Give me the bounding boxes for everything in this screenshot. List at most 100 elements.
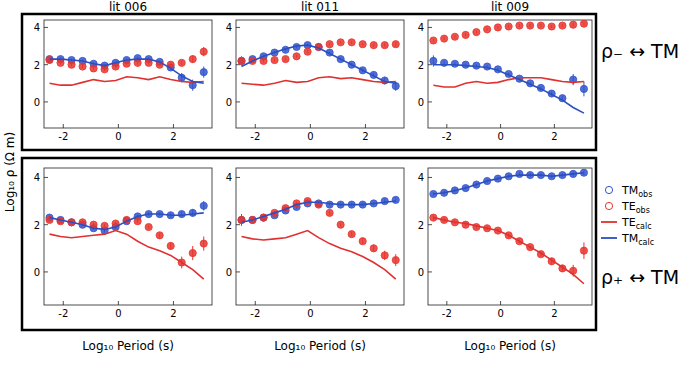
x-tick-label: 0 xyxy=(307,131,313,142)
obs-point xyxy=(570,21,577,28)
y-tick xyxy=(428,224,432,225)
obs-point xyxy=(359,41,366,48)
calc-line xyxy=(242,77,396,85)
data-group xyxy=(430,20,588,113)
obs-point xyxy=(304,48,311,55)
obs-point xyxy=(516,22,523,29)
obs-point xyxy=(370,245,377,252)
legend-label-sub: obs xyxy=(638,190,652,199)
x-tick-label: 0 xyxy=(115,131,121,142)
y-tick xyxy=(236,271,240,272)
plot-frame xyxy=(236,168,404,305)
y-tick-label: 0 xyxy=(418,97,424,108)
obs-point xyxy=(156,232,163,239)
y-tick xyxy=(44,177,48,178)
obs-point xyxy=(451,60,458,67)
obs-point xyxy=(451,33,458,40)
obs-point xyxy=(326,201,333,208)
y-tick-label: 4 xyxy=(226,172,232,183)
legend-swatch xyxy=(601,237,617,239)
x-tick-label: 0 xyxy=(497,308,503,319)
x-tick-label: 2 xyxy=(170,131,176,142)
legend-label-sub: calc xyxy=(636,222,652,231)
panel-title: lit 006 xyxy=(109,0,147,14)
obs-point xyxy=(348,231,355,238)
x-tick-label: 2 xyxy=(362,308,368,319)
obs-point xyxy=(178,59,185,66)
legend-swatch xyxy=(605,186,612,193)
data-group xyxy=(430,169,588,284)
obs-point xyxy=(134,59,141,66)
row-label: ρ₊ ↔ TM xyxy=(601,266,679,288)
x-tick-label: -2 xyxy=(58,308,68,319)
legend-label-main: TE xyxy=(621,200,636,213)
obs-point xyxy=(167,242,174,249)
x-tick-label: -2 xyxy=(58,131,68,142)
y-tick-label: 4 xyxy=(34,172,40,183)
obs-point xyxy=(430,37,437,44)
obs-point xyxy=(548,23,555,30)
x-tick xyxy=(173,301,174,305)
obs-point xyxy=(392,196,399,203)
panel: lit 011-202024 xyxy=(226,0,404,142)
y-tick-label: 4 xyxy=(226,22,232,33)
obs-point xyxy=(359,238,366,245)
y-tick xyxy=(44,27,48,28)
legend: TMobsTEobsTEcalcTMcalc xyxy=(601,184,654,247)
obs-point xyxy=(370,42,377,49)
x-tick-label: 2 xyxy=(170,308,176,319)
y-tick xyxy=(236,101,240,102)
obs-point xyxy=(101,66,108,73)
data-group xyxy=(46,47,207,91)
x-tick-label: -2 xyxy=(442,308,452,319)
legend-label: TMcalc xyxy=(621,232,654,247)
obs-point xyxy=(200,202,207,209)
calc-line xyxy=(50,77,204,85)
x-tick-label: 2 xyxy=(551,131,557,142)
obs-point xyxy=(462,31,469,38)
panel: Log₁₀ Period (s)-202024 xyxy=(418,168,592,353)
obs-point xyxy=(200,48,207,55)
y-tick xyxy=(44,224,48,225)
y-tick-label: 4 xyxy=(418,172,424,183)
obs-point xyxy=(68,61,75,68)
obs-point xyxy=(79,63,86,70)
y-tick-label: 2 xyxy=(226,220,232,231)
obs-point xyxy=(381,252,388,259)
obs-point xyxy=(260,57,267,64)
x-tick xyxy=(118,124,119,128)
x-axis-label: Log₁₀ Period (s) xyxy=(464,339,556,353)
obs-point xyxy=(537,22,544,29)
data-group xyxy=(238,39,399,91)
obs-point xyxy=(145,223,152,230)
x-tick xyxy=(63,124,64,128)
y-tick-label: 4 xyxy=(418,22,424,33)
obs-point xyxy=(189,209,196,216)
y-tick-label: 0 xyxy=(34,97,40,108)
y-tick xyxy=(236,177,240,178)
x-axis-label: Log₁₀ Period (s) xyxy=(274,339,366,353)
legend-swatch xyxy=(601,221,617,223)
data-group xyxy=(238,196,399,279)
legend-label-main: TE xyxy=(621,216,636,229)
obs-point xyxy=(559,22,566,29)
figure: Log₁₀ ρ (Ω m)ρ₋ ↔ TMρ₊ ↔ TMlit 006-20202… xyxy=(0,0,685,365)
figure-root: Log₁₀ ρ (Ω m)ρ₋ ↔ TMρ₊ ↔ TMlit 006-20202… xyxy=(0,0,685,365)
obs-point xyxy=(326,209,333,216)
x-tick xyxy=(310,301,311,305)
obs-point xyxy=(441,35,448,42)
obs-point xyxy=(178,210,185,217)
legend-label-sub: calc xyxy=(638,238,654,247)
y-tick-label: 2 xyxy=(34,220,40,231)
y-tick-label: 4 xyxy=(34,22,40,33)
obs-point xyxy=(505,23,512,30)
x-tick xyxy=(500,124,501,128)
x-tick xyxy=(310,124,311,128)
x-tick-label: 0 xyxy=(307,308,313,319)
obs-point xyxy=(189,56,196,63)
obs-point xyxy=(293,53,300,60)
calc-line xyxy=(433,218,584,284)
x-tick-label: -2 xyxy=(442,131,452,142)
obs-point xyxy=(337,221,344,228)
obs-point xyxy=(473,29,480,36)
